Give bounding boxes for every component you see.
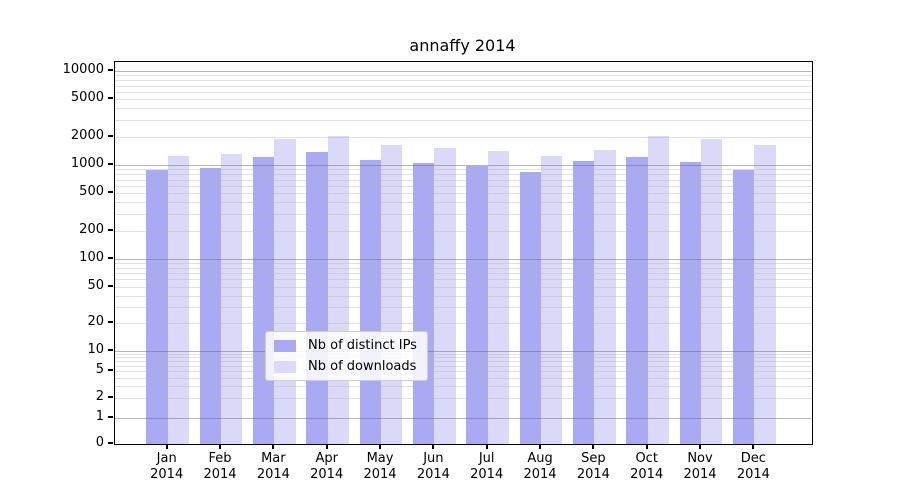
x-tick <box>752 444 755 449</box>
y-tick-label: 100 <box>79 249 104 265</box>
y-tick-label: 1 <box>95 408 104 424</box>
y-tick <box>108 348 113 351</box>
x-tick-label-year: 2014 <box>630 467 664 482</box>
x-tick-label-year: 2014 <box>203 467 237 482</box>
x-tick-label-year: 2014 <box>310 467 344 482</box>
bar-distinct-ips-aug <box>519 172 542 444</box>
bar-downloads-dec <box>754 145 776 444</box>
y-tick-label: 2000 <box>70 127 104 143</box>
x-tick-label: Nov 2014 <box>668 451 732 483</box>
bar-downloads-mar <box>274 139 296 444</box>
bar-distinct-ips-feb <box>199 167 222 444</box>
x-tick-label: Aug 2014 <box>508 451 572 483</box>
bar-downloads-oct <box>647 136 670 444</box>
bar-downloads-nov <box>701 139 723 444</box>
y-tick <box>108 97 113 100</box>
chart-title: annaffy 2014 <box>409 36 516 55</box>
x-tick-label-year: 2014 <box>150 467 184 482</box>
y-tick <box>108 256 113 259</box>
bar-downloads-jun <box>434 147 456 444</box>
x-tick-label: Apr 2014 <box>295 451 359 483</box>
y-tick <box>108 69 113 71</box>
x-tick <box>379 444 382 449</box>
x-tick-label: Jun 2014 <box>401 451 465 483</box>
y-tick-label: 50 <box>87 277 104 293</box>
x-tick <box>539 444 542 449</box>
x-tick-label: Jul 2014 <box>455 451 519 483</box>
legend: Nb of distinct IPs Nb of downloads <box>265 331 428 381</box>
x-tick-label: Oct 2014 <box>615 451 679 483</box>
y-tick-label: 200 <box>79 221 104 237</box>
y-tick <box>108 162 113 165</box>
x-tick-label: May 2014 <box>348 451 412 483</box>
bar-distinct-ips-dec <box>732 169 755 444</box>
x-tick-label: Sep 2014 <box>561 451 625 483</box>
x-tick <box>592 444 595 449</box>
y-tick <box>108 395 113 398</box>
legend-swatch <box>274 339 296 352</box>
x-tick <box>699 444 702 449</box>
legend-item-downloads: Nb of downloads <box>274 359 417 374</box>
y-tick <box>108 228 113 231</box>
legend-item-distinct-ips: Nb of distinct IPs <box>274 338 417 353</box>
bar-distinct-ips-oct <box>626 157 648 444</box>
x-tick-label-year: 2014 <box>683 467 717 482</box>
bars-layer <box>115 62 812 444</box>
bar-downloads-may <box>381 145 403 444</box>
bar-downloads-aug <box>541 155 563 444</box>
y-tick-label: 5 <box>95 362 104 378</box>
y-tick-label: 500 <box>79 184 104 200</box>
bar-distinct-ips-sep <box>572 160 595 444</box>
x-tick <box>432 444 435 449</box>
x-tick-label-year: 2014 <box>576 467 610 482</box>
x-tick-label-year: 2014 <box>363 467 397 482</box>
x-tick-label-year: 2014 <box>256 467 290 482</box>
x-tick <box>645 444 648 449</box>
bar-downloads-sep <box>594 150 616 444</box>
bar-distinct-ips-apr <box>306 151 328 444</box>
y-tick <box>108 134 113 137</box>
x-tick-label-year: 2014 <box>416 467 450 482</box>
x-tick <box>272 444 275 449</box>
bar-downloads-apr <box>327 136 350 444</box>
bar-downloads-feb <box>221 153 243 444</box>
x-tick <box>219 444 222 449</box>
bar-distinct-ips-mar <box>252 157 275 444</box>
legend-label: Nb of downloads <box>308 359 417 374</box>
y-tick <box>108 442 113 444</box>
x-tick <box>485 444 488 449</box>
y-tick-label: 1000 <box>70 155 104 171</box>
y-tick <box>108 415 113 418</box>
y-tick-label: 20 <box>87 314 104 330</box>
x-tick-label: Feb 2014 <box>188 451 252 483</box>
y-tick-label: 10000 <box>62 62 104 77</box>
bar-distinct-ips-jan <box>146 169 168 444</box>
bar-distinct-ips-jun <box>412 162 435 444</box>
bar-downloads-jul <box>487 150 510 444</box>
plot-area <box>114 61 813 445</box>
x-tick-label-year: 2014 <box>523 467 557 482</box>
bar-distinct-ips-jul <box>466 166 488 444</box>
legend-swatch <box>274 360 296 373</box>
y-tick-label: 2 <box>95 388 104 404</box>
x-tick-label-year: 2014 <box>736 467 770 482</box>
bar-distinct-ips-may <box>359 159 382 444</box>
x-tick-label: Mar 2014 <box>241 451 305 483</box>
x-tick <box>325 444 328 449</box>
legend-label: Nb of distinct IPs <box>308 338 417 353</box>
bar-distinct-ips-nov <box>679 162 702 444</box>
x-tick-label: Dec 2014 <box>721 451 785 483</box>
y-tick-label: 0 <box>95 435 104 450</box>
y-tick <box>108 369 113 372</box>
x-tick <box>165 444 168 449</box>
x-tick-label-year: 2014 <box>470 467 504 482</box>
bar-downloads-jan <box>167 155 190 444</box>
y-tick <box>108 321 113 324</box>
y-tick <box>108 191 113 194</box>
y-tick-label: 10 <box>87 341 104 357</box>
y-tick <box>108 284 113 287</box>
y-tick-label: 5000 <box>70 90 104 106</box>
x-tick-label: Jan 2014 <box>135 451 199 483</box>
